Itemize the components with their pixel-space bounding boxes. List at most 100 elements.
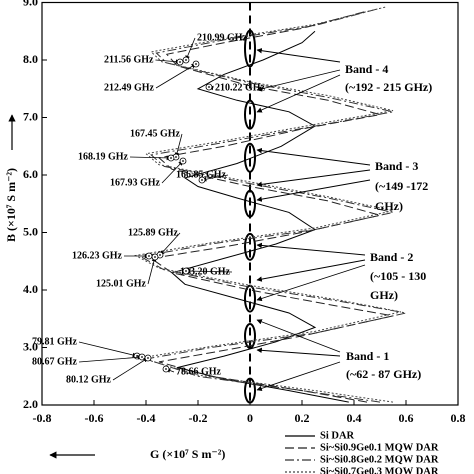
band-arrow — [256, 48, 341, 63]
frequency-arrow — [78, 354, 143, 363]
frequency-arrow — [174, 133, 183, 158]
resonance-ellipse — [244, 323, 256, 349]
band-label: Band - 4 — [345, 62, 388, 76]
frequency-arrow — [201, 174, 229, 182]
frequency-arrow — [112, 357, 149, 381]
frequency-label: 80.67 GHz — [32, 356, 78, 367]
y-tick-label: 8.0 — [23, 52, 38, 66]
frequency-label: 79.81 GHz — [32, 336, 78, 347]
frequency-arrow — [129, 155, 172, 161]
frequency-arrow — [159, 232, 181, 256]
legend-label: Si~Si0.9Ge0.1 MQW DAR — [320, 442, 439, 453]
frequency-label: 167.93 GHz — [110, 177, 161, 188]
x-axis-label: G (×10⁷ S m⁻²) — [150, 447, 225, 461]
legend-label: Si DAR — [320, 430, 355, 441]
frequency-dot — [175, 156, 177, 158]
band-arrow — [256, 147, 371, 166]
x-tick-label: -0.2 — [189, 411, 208, 425]
x-tick-label: 0.4 — [347, 411, 362, 425]
y-axis-label: B (×10⁷ S m⁻²) — [4, 168, 18, 242]
x-tick-label: -0.8 — [33, 411, 52, 425]
frequency-dot — [201, 179, 203, 181]
frequency-label: 210.22 GHz — [215, 82, 266, 93]
y-tick-label: 3.0 — [23, 339, 38, 353]
frequency-arrow — [155, 59, 181, 65]
frequency-arrow — [155, 63, 197, 89]
frequency-label: 212.49 GHz — [104, 82, 155, 93]
frequency-dot — [154, 256, 156, 258]
frequency-label: 78.66 GHz — [176, 366, 222, 377]
x-tick-label: 0.2 — [295, 411, 310, 425]
frequency-dot — [159, 254, 161, 256]
x-tick-label: -0.4 — [137, 411, 156, 425]
x-tick-label: 0.6 — [399, 411, 414, 425]
y-tick-label: 4.0 — [23, 282, 38, 296]
resonance-ellipse — [244, 99, 256, 130]
legend-label: Si~Si0.7Ge0.3 MQW DAR — [320, 466, 439, 474]
frequency-arrow — [161, 160, 184, 184]
frequency-label: 80.12 GHz — [66, 374, 112, 385]
band-arrow — [256, 264, 366, 302]
series-line — [139, 7, 407, 403]
frequency-label: 211.56 GHz — [104, 54, 154, 65]
frequency-label: 125.89 GHz — [128, 227, 179, 238]
frequency-label: 167.45 GHz — [130, 128, 181, 139]
y-tick-label: 7.0 — [23, 109, 38, 123]
x-tick-label: -0.6 — [85, 411, 104, 425]
frequency-dot — [136, 355, 138, 357]
frequency-dot — [141, 356, 143, 358]
band-arrow — [256, 179, 371, 202]
band-label: Band - 3 — [375, 159, 418, 173]
frequency-dot — [182, 160, 184, 162]
frequency-dot — [179, 61, 181, 63]
x-tick-label: 0.8 — [451, 411, 466, 425]
resonance-ellipse — [244, 377, 256, 404]
frequency-dot — [185, 270, 187, 272]
frequency-label: 168.19 GHz — [78, 151, 129, 162]
resonance-ellipse — [244, 29, 256, 68]
frequency-dot — [208, 86, 210, 88]
x-tick-label: 0 — [247, 411, 253, 425]
frequency-dot — [185, 59, 187, 61]
y-tick-label: 6.0 — [23, 167, 38, 181]
series-line — [134, 6, 401, 403]
band-label: GHz) — [375, 199, 403, 213]
band-arrow — [256, 69, 341, 92]
frequency-label: 210.99 GHz — [197, 32, 248, 43]
band-arrow — [256, 74, 341, 113]
y-tick-label: 5.0 — [23, 224, 38, 238]
y-tick-label: 2.0 — [23, 397, 38, 411]
resonance-ellipse — [244, 189, 256, 218]
band-label: (~62 - 87 GHz) — [346, 367, 421, 381]
frequency-dot — [148, 255, 150, 257]
band-label: GHz) — [370, 288, 398, 302]
band-label: (~105 - 130 — [370, 269, 426, 283]
band-label: (~192 - 215 GHz) — [345, 80, 432, 94]
band-label: Band - 2 — [370, 250, 413, 264]
band-label: (~149 -172 — [375, 179, 428, 193]
legend-label: Si~Si0.8Ge0.2 MQW DAR — [320, 454, 439, 465]
y-tick-label: 9.0 — [23, 0, 38, 8]
frequency-arrow — [185, 37, 196, 61]
frequency-label: 166.85 GHz — [176, 169, 227, 180]
resonance-ellipse — [244, 142, 256, 173]
series-line — [149, 10, 394, 403]
band-arrow — [256, 259, 366, 282]
frequency-dot — [147, 357, 149, 359]
frequency-label: 126.23 GHz — [72, 250, 123, 261]
band-label: Band - 1 — [346, 349, 389, 363]
frequency-dot — [170, 157, 172, 159]
frequency-label: 125.01 GHz — [96, 278, 147, 289]
frequency-dot — [165, 368, 167, 370]
band-arrow — [256, 347, 341, 357]
frequency-arrow — [78, 341, 138, 358]
frequency-dot — [195, 63, 197, 65]
band-arrow — [256, 319, 341, 353]
band-arrow — [256, 169, 371, 188]
band-arrow — [256, 361, 341, 392]
frequency-arrow — [147, 256, 157, 285]
frequency-arrow — [185, 268, 233, 274]
resonance-ellipse — [244, 232, 256, 261]
series-line — [170, 30, 349, 403]
